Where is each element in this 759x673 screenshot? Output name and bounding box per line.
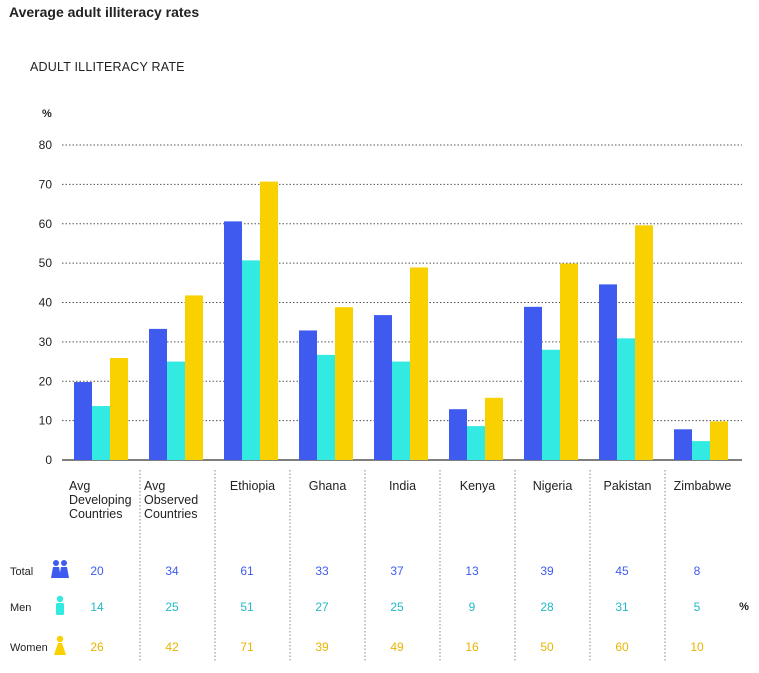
y-tick-label: 40 <box>39 296 53 310</box>
table-cell: 39 <box>315 640 329 654</box>
table-cell: 26 <box>90 640 104 654</box>
table-cell: 16 <box>465 640 479 654</box>
family-icon <box>59 567 69 578</box>
bar <box>299 330 317 460</box>
table-cell: 13 <box>465 564 479 578</box>
table-row-label: Total <box>10 566 33 578</box>
bar <box>74 382 92 460</box>
table-cell: 37 <box>390 564 404 578</box>
table-cell: 51 <box>240 600 254 614</box>
table-cell: 50 <box>540 640 554 654</box>
table-cell: 71 <box>240 640 254 654</box>
category-label: Avg <box>144 479 165 493</box>
table-cell: 31 <box>615 600 629 614</box>
bar <box>392 361 410 460</box>
bar <box>335 307 353 460</box>
category-label: Kenya <box>460 479 495 493</box>
table-cell: 33 <box>315 564 329 578</box>
y-tick-label: 0 <box>45 453 52 467</box>
bar <box>710 421 728 460</box>
table-cell: 14 <box>90 600 104 614</box>
bar <box>674 429 692 460</box>
table-cell: 45 <box>615 564 629 578</box>
bar <box>110 358 128 460</box>
bar <box>617 338 635 460</box>
category-label: India <box>389 479 416 493</box>
man-icon <box>56 595 64 603</box>
bar <box>542 349 560 460</box>
family-icon <box>51 567 61 578</box>
table-cell: 9 <box>469 600 476 614</box>
category-label: Zimbabwe <box>674 479 732 493</box>
category-label: Pakistan <box>604 479 652 493</box>
table-cell: 49 <box>390 640 404 654</box>
table-cell: 28 <box>540 600 554 614</box>
bar <box>467 426 485 460</box>
y-axis-unit: % <box>42 108 52 120</box>
woman-icon <box>54 643 66 655</box>
table-cell: 5 <box>694 600 701 614</box>
bar <box>635 225 653 460</box>
category-label: Developing <box>69 493 132 507</box>
category-label: Ghana <box>309 479 347 493</box>
bar <box>599 284 617 460</box>
bar <box>260 181 278 460</box>
bar <box>485 397 503 460</box>
y-tick-label: 10 <box>39 414 53 428</box>
chart-title: ADULT ILLITERACY RATE <box>30 60 185 74</box>
y-tick-label: 60 <box>39 217 53 231</box>
family-icon <box>61 560 67 566</box>
table-cell: 25 <box>390 600 404 614</box>
table-cell: 27 <box>315 600 329 614</box>
table-cell: 20 <box>90 564 104 578</box>
y-tick-label: 30 <box>39 335 53 349</box>
table-cell: 61 <box>240 564 254 578</box>
bar <box>692 441 710 460</box>
bar <box>242 260 260 460</box>
bar <box>92 406 110 460</box>
table-cell: 42 <box>165 640 179 654</box>
man-icon <box>56 603 64 615</box>
bar <box>374 315 392 460</box>
category-label: Avg <box>69 479 90 493</box>
table-cell: 25 <box>165 600 179 614</box>
bar <box>410 267 428 460</box>
bar <box>185 295 203 460</box>
bar <box>524 306 542 460</box>
category-label: Observed <box>144 493 198 507</box>
bar <box>149 328 167 460</box>
woman-icon <box>56 635 64 643</box>
category-label: Countries <box>69 507 123 521</box>
page-title: Average adult illiteracy rates <box>9 4 200 20</box>
category-label: Nigeria <box>533 479 573 493</box>
table-cell: 60 <box>615 640 629 654</box>
y-tick-label: 80 <box>39 138 53 152</box>
bar <box>167 361 185 460</box>
table-row-label: Women <box>10 642 48 654</box>
bar <box>224 221 242 460</box>
table-cell: 10 <box>690 640 704 654</box>
table-row-label: Men <box>10 602 31 614</box>
table-cell: 34 <box>165 564 179 578</box>
bar <box>560 263 578 460</box>
family-icon <box>53 560 59 566</box>
bar <box>317 354 335 460</box>
y-tick-label: 20 <box>39 374 53 388</box>
y-tick-label: 50 <box>39 256 53 270</box>
category-label: Countries <box>144 507 198 521</box>
table-cell: 39 <box>540 564 554 578</box>
table-unit: % <box>739 601 749 613</box>
y-tick-label: 70 <box>39 177 53 191</box>
table-cell: 8 <box>694 564 701 578</box>
bar <box>449 409 467 460</box>
category-label: Ethiopia <box>230 479 275 493</box>
